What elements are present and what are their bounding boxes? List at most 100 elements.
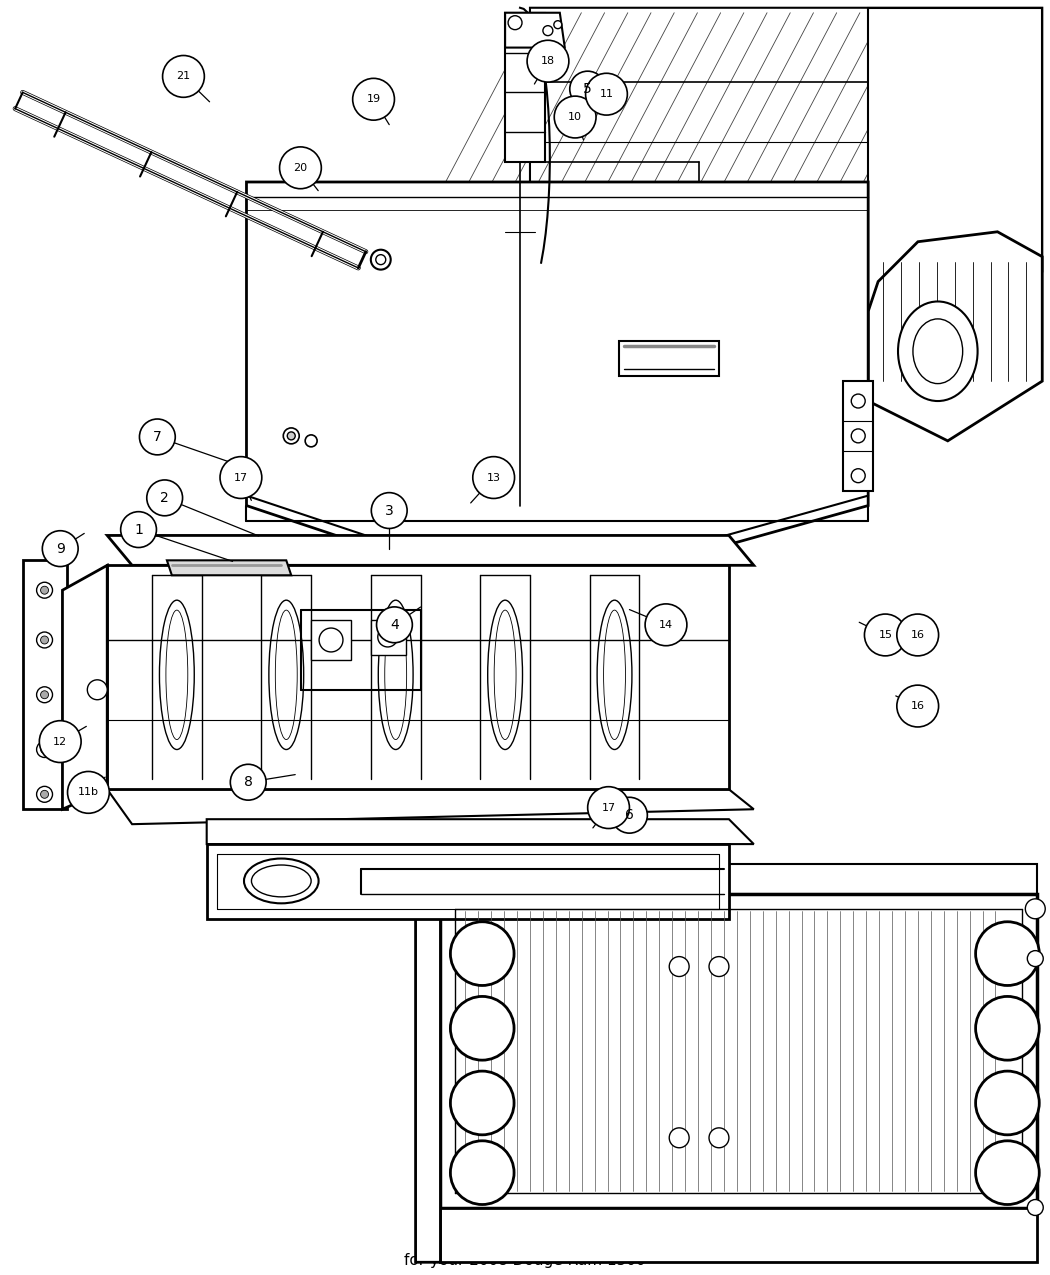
Circle shape — [852, 394, 865, 408]
Text: 5: 5 — [584, 82, 592, 96]
Circle shape — [1027, 951, 1044, 966]
Circle shape — [1027, 1200, 1044, 1215]
Circle shape — [543, 26, 553, 36]
Circle shape — [527, 41, 569, 82]
Circle shape — [1026, 899, 1045, 919]
Circle shape — [975, 922, 1040, 986]
Polygon shape — [107, 789, 754, 824]
Circle shape — [371, 250, 391, 269]
Bar — [371, 620, 405, 655]
Circle shape — [284, 428, 299, 444]
Text: 8: 8 — [244, 775, 253, 789]
Text: 10: 10 — [568, 112, 582, 122]
Circle shape — [87, 680, 107, 700]
Polygon shape — [207, 844, 729, 919]
Circle shape — [37, 687, 52, 703]
Circle shape — [852, 469, 865, 483]
Circle shape — [319, 629, 343, 652]
Polygon shape — [107, 536, 754, 565]
Polygon shape — [167, 560, 291, 575]
Text: 12: 12 — [54, 737, 67, 747]
Text: 13: 13 — [486, 473, 501, 482]
Polygon shape — [440, 894, 1037, 1207]
Circle shape — [709, 1128, 729, 1148]
Circle shape — [586, 73, 627, 115]
Circle shape — [42, 530, 78, 566]
Text: Diagram Tailgate.: Diagram Tailgate. — [415, 1233, 635, 1252]
Circle shape — [41, 691, 48, 699]
Ellipse shape — [251, 864, 311, 896]
Circle shape — [508, 15, 522, 29]
Circle shape — [220, 456, 261, 499]
Text: for your 2008 Dodge Ram 1500: for your 2008 Dodge Ram 1500 — [404, 1253, 646, 1267]
Ellipse shape — [275, 611, 297, 740]
Circle shape — [376, 255, 385, 265]
Polygon shape — [440, 1207, 1037, 1262]
Text: 4: 4 — [390, 618, 399, 632]
Circle shape — [975, 1071, 1040, 1135]
Polygon shape — [868, 232, 1043, 441]
Ellipse shape — [597, 601, 632, 750]
Polygon shape — [247, 182, 868, 601]
Polygon shape — [440, 864, 1037, 894]
Circle shape — [975, 997, 1040, 1060]
Polygon shape — [107, 565, 729, 789]
Text: 21: 21 — [176, 71, 190, 82]
Circle shape — [897, 685, 939, 727]
Ellipse shape — [160, 601, 194, 750]
Ellipse shape — [912, 319, 963, 384]
Polygon shape — [23, 560, 67, 810]
Text: 7: 7 — [153, 430, 162, 444]
Circle shape — [41, 790, 48, 798]
Text: 16: 16 — [910, 630, 925, 640]
Text: 1: 1 — [134, 523, 143, 537]
Circle shape — [709, 956, 729, 977]
Ellipse shape — [166, 611, 188, 740]
Text: 2: 2 — [161, 491, 169, 505]
Polygon shape — [843, 381, 874, 491]
Circle shape — [279, 147, 321, 189]
Ellipse shape — [384, 611, 406, 740]
Circle shape — [377, 607, 413, 643]
Text: 11b: 11b — [78, 788, 99, 797]
Polygon shape — [505, 13, 545, 162]
Circle shape — [230, 764, 266, 801]
Circle shape — [554, 96, 596, 138]
Circle shape — [67, 771, 109, 813]
Ellipse shape — [604, 611, 626, 740]
Circle shape — [163, 56, 205, 97]
Circle shape — [37, 632, 52, 648]
Ellipse shape — [495, 611, 516, 740]
Text: 3: 3 — [385, 504, 394, 518]
Circle shape — [864, 615, 906, 655]
Circle shape — [37, 787, 52, 802]
Text: 14: 14 — [659, 620, 673, 630]
Circle shape — [975, 1141, 1040, 1205]
Circle shape — [570, 71, 606, 107]
Text: 18: 18 — [541, 56, 555, 66]
Polygon shape — [620, 342, 719, 376]
Circle shape — [611, 797, 648, 833]
Ellipse shape — [378, 601, 413, 750]
Circle shape — [37, 583, 52, 598]
Circle shape — [669, 1128, 689, 1148]
Circle shape — [588, 787, 629, 829]
Bar — [311, 620, 351, 660]
Polygon shape — [530, 8, 1043, 381]
Circle shape — [140, 419, 175, 455]
Circle shape — [41, 586, 48, 594]
Circle shape — [897, 615, 939, 655]
Circle shape — [852, 428, 865, 442]
Circle shape — [669, 956, 689, 977]
Circle shape — [553, 20, 562, 28]
Polygon shape — [207, 820, 754, 844]
Polygon shape — [62, 565, 107, 810]
Circle shape — [39, 720, 81, 762]
Circle shape — [645, 604, 687, 645]
Circle shape — [288, 432, 295, 440]
Circle shape — [306, 435, 317, 446]
Ellipse shape — [898, 301, 978, 402]
Text: 20: 20 — [293, 163, 308, 173]
Circle shape — [41, 636, 48, 644]
Circle shape — [37, 742, 52, 757]
